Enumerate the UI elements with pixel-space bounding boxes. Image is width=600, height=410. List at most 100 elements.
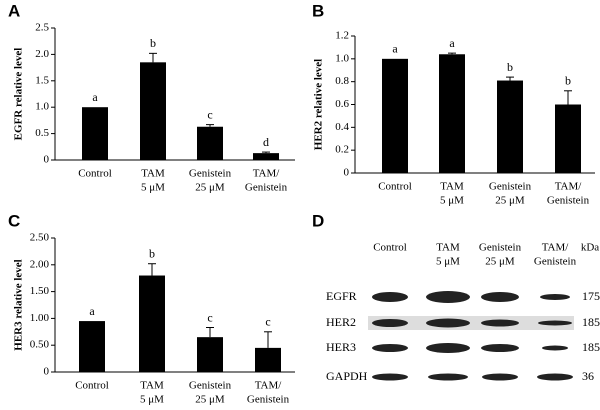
significance-letter: a xyxy=(89,304,95,318)
significance-letter: c xyxy=(207,107,212,121)
bar xyxy=(140,62,166,160)
band xyxy=(537,373,573,381)
y-tick-label: 2.5 xyxy=(35,22,49,34)
significance-letter: b xyxy=(150,36,156,50)
y-tick-label: 0.5 xyxy=(35,127,49,139)
bar xyxy=(439,54,465,174)
unit-header: kDa xyxy=(581,242,599,254)
column-header: Control xyxy=(373,242,407,254)
bar xyxy=(382,58,408,174)
band xyxy=(426,343,470,353)
band xyxy=(426,318,470,328)
significance-letter: b xyxy=(149,246,155,260)
bar xyxy=(255,347,281,372)
panel-label: A xyxy=(8,1,20,20)
band xyxy=(538,320,572,326)
x-tick-label: Genistein xyxy=(489,181,532,193)
x-tick-label: Genistein xyxy=(547,195,590,207)
band xyxy=(542,345,568,351)
bar xyxy=(555,104,581,173)
significance-letter: b xyxy=(565,74,571,88)
bar xyxy=(197,337,223,372)
column-header: Genistein xyxy=(479,242,522,254)
x-tick-label: Control xyxy=(75,380,109,392)
y-axis-label: HER2 relative level xyxy=(313,59,325,150)
band-size: 36 xyxy=(582,369,594,383)
x-tick-label: TAM xyxy=(140,380,164,392)
row-label: HER2 xyxy=(326,315,356,329)
x-tick-label: Genistein xyxy=(189,168,232,180)
significance-letter: a xyxy=(449,36,455,50)
x-tick-label: Genistein xyxy=(247,394,290,406)
y-tick-label: 1.5 xyxy=(35,74,49,86)
y-tick-label: 1.00 xyxy=(30,312,50,324)
y-tick-label: 0.4 xyxy=(335,121,349,133)
y-axis-label: HER3 relative level xyxy=(13,259,25,350)
band xyxy=(481,319,519,327)
significance-letter: d xyxy=(263,135,269,149)
significance-letter: b xyxy=(507,60,513,74)
significance-letter: a xyxy=(392,42,398,56)
column-header: 5 μM xyxy=(436,256,460,268)
y-tick-label: 0.2 xyxy=(335,144,349,156)
x-tick-label: Genistein xyxy=(189,380,232,392)
significance-letter: a xyxy=(92,90,98,104)
y-tick-label: 0.8 xyxy=(335,75,349,87)
bar xyxy=(82,107,108,160)
x-tick-label: 25 μM xyxy=(195,394,225,406)
x-tick-label: 5 μM xyxy=(141,182,165,194)
bar xyxy=(253,153,279,160)
blot-strip xyxy=(368,316,574,330)
band xyxy=(372,292,408,302)
bar xyxy=(497,80,523,173)
y-tick-label: 0 xyxy=(344,167,350,179)
band xyxy=(372,373,408,381)
column-header: TAM/ xyxy=(542,242,570,254)
band-size: 175 xyxy=(582,289,600,303)
band xyxy=(482,373,518,381)
bar xyxy=(139,275,165,372)
y-tick-label: 0 xyxy=(44,366,50,378)
x-tick-label: TAM xyxy=(141,168,165,180)
significance-letter: c xyxy=(207,310,212,324)
band xyxy=(481,292,519,302)
band-size: 185 xyxy=(582,315,600,329)
x-tick-label: TAM/ xyxy=(253,168,281,180)
column-header: TAM xyxy=(436,242,460,254)
y-tick-label: 2.00 xyxy=(30,258,50,270)
panel-label: D xyxy=(312,211,324,230)
y-tick-label: 2.50 xyxy=(30,232,50,244)
band xyxy=(372,344,408,352)
band-size: 185 xyxy=(582,340,600,354)
x-tick-label: TAM/ xyxy=(255,380,283,392)
band xyxy=(372,319,408,327)
band xyxy=(426,291,470,303)
y-tick-label: 1.2 xyxy=(335,30,349,42)
y-tick-label: 0.6 xyxy=(335,98,349,110)
x-tick-label: 25 μM xyxy=(495,195,525,207)
y-tick-label: 1.0 xyxy=(335,52,349,64)
y-tick-label: 1.50 xyxy=(30,285,50,297)
x-tick-label: 5 μM xyxy=(440,195,464,207)
panel-label: C xyxy=(8,211,20,230)
panel-label: B xyxy=(312,1,324,20)
band xyxy=(481,344,519,352)
bar xyxy=(197,126,223,160)
x-tick-label: Genistein xyxy=(245,182,288,194)
column-header: 25 μM xyxy=(485,256,515,268)
x-tick-label: TAM xyxy=(440,181,464,193)
y-tick-label: 0.50 xyxy=(30,339,50,351)
x-tick-label: 5 μM xyxy=(140,394,164,406)
x-tick-label: Control xyxy=(78,168,112,180)
bar xyxy=(79,321,105,372)
band xyxy=(428,373,468,381)
y-tick-label: 1.0 xyxy=(35,101,49,113)
row-label: HER3 xyxy=(326,340,356,354)
row-label: EGFR xyxy=(326,289,357,303)
column-header: Genistein xyxy=(534,256,577,268)
y-tick-label: 0 xyxy=(44,154,50,166)
y-tick-label: 2.0 xyxy=(35,48,49,60)
significance-letter: c xyxy=(265,315,270,329)
band xyxy=(540,294,570,300)
x-tick-label: TAM/ xyxy=(555,181,583,193)
